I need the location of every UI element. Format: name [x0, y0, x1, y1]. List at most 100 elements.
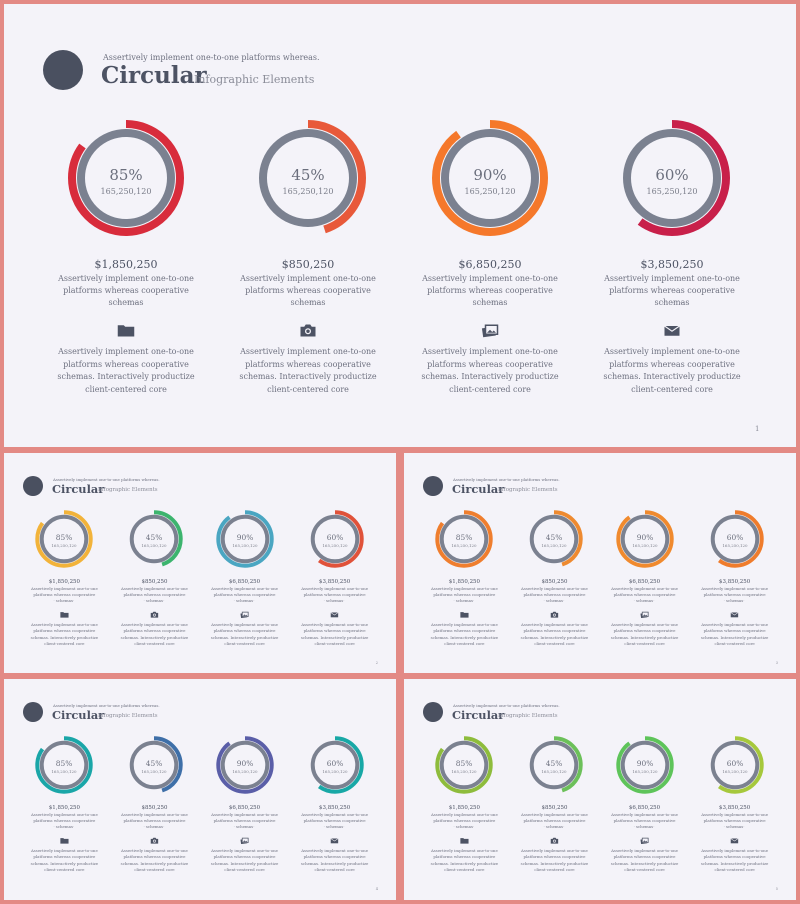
price-description: Assertively implement one-to-one platfor… [30, 812, 98, 830]
folder-icon [60, 611, 69, 618]
page-number: 4 [375, 887, 378, 892]
price-value: $1,850,250 [48, 804, 80, 811]
price-description: Assertively implement one-to-one platfor… [611, 812, 678, 830]
progress-ring: 90% 165,250,120 [214, 508, 276, 570]
progress-ring: 45% 165,250,120 [246, 116, 370, 240]
price-value: $850,250 [141, 578, 168, 585]
ring-track [40, 740, 89, 790]
ring-number: 165,250,120 [632, 769, 658, 774]
ring-track [220, 740, 269, 790]
page-number: 1 [755, 425, 760, 433]
ring-track [623, 129, 721, 227]
envelope-icon [730, 611, 739, 618]
ring-track [620, 740, 669, 790]
progress-ring-svg: 45%165,250,120 [525, 510, 584, 568]
progress-arc [305, 510, 364, 568]
body-text: Assertively implement one-to-one platfor… [30, 622, 99, 646]
price-description: Assertively implement one-to-one platfor… [701, 812, 769, 830]
ring-track [310, 514, 359, 564]
page-title: Circular [101, 62, 207, 89]
body-text: Assertively implement one-to-one platfor… [30, 848, 99, 872]
camera-icon [150, 611, 159, 618]
folder-icon [60, 837, 69, 844]
camera-icon [550, 611, 559, 618]
progress-ring-svg: 45%165,250,120 [250, 120, 366, 236]
progress-ring-svg: 60%165,250,120 [705, 510, 764, 568]
folder-icon [460, 611, 469, 618]
body-text: Assertively implement one-to-one platfor… [120, 848, 189, 872]
divider-dashes: ---------- [633, 599, 656, 603]
progress-ring: 45% 165,250,120 [523, 508, 585, 570]
progress-ring: 45% 165,250,120 [123, 508, 185, 570]
price-description: Assertively implement one-to-one platfor… [430, 586, 498, 604]
ring-number: 165,250,120 [452, 543, 478, 548]
page-title: Circular [52, 481, 105, 496]
percent-label: 45% [146, 759, 162, 768]
folder-icon [117, 323, 135, 338]
page-subtitle: Infographic Elements [194, 73, 315, 86]
logo-circle [423, 475, 444, 496]
divider-dashes: ---------- [633, 825, 656, 829]
ring-number: 165,250,120 [722, 543, 748, 548]
progress-ring: 45% 165,250,120 [523, 734, 585, 796]
divider-dashes: ---------- [723, 599, 746, 603]
page-subtitle: Infographic Elements [498, 487, 558, 494]
progress-ring: 90% 165,250,120 [614, 508, 676, 570]
ring-track [310, 740, 359, 790]
page-number: 2 [375, 661, 378, 666]
page-subtitle: Infographic Elements [498, 713, 558, 720]
divider-dashes: ---------- [473, 299, 507, 307]
progress-ring-svg: 90%165,250,120 [215, 736, 274, 794]
folder-icon [460, 837, 469, 844]
price-value: $3,850,250 [719, 804, 751, 811]
price-value: $850,250 [281, 258, 335, 271]
percent-label: 90% [636, 759, 652, 768]
body-text: Assertively implement one-to-one platfor… [520, 848, 589, 872]
slide-5[interactable]: Assertively implement one-to-one platfor… [404, 679, 796, 900]
ring-number: 165,250,120 [232, 543, 258, 548]
ring-track [530, 740, 579, 790]
tagline: Assertively implement one-to-one platfor… [53, 477, 160, 483]
slide-2[interactable]: Assertively implement one-to-one platfor… [4, 453, 396, 673]
divider-dashes: ---------- [233, 825, 256, 829]
progress-arc [435, 510, 494, 568]
price-description: Assertively implement one-to-one platfor… [701, 586, 769, 604]
price-description: Assertively implement one-to-one platfor… [211, 812, 278, 830]
price-value: $1,850,250 [448, 578, 480, 585]
ring-number: 165,250,120 [465, 187, 516, 196]
percent-label: 85% [109, 166, 142, 184]
pictures-icon [240, 837, 249, 844]
body-text: Assertively implement one-to-one platfor… [430, 622, 499, 646]
price-description: Assertively implement one-to-one platfor… [521, 586, 588, 604]
ring-number: 165,250,120 [632, 543, 658, 548]
price-value: $1,850,250 [48, 578, 80, 585]
body-text: Assertively implement one-to-one platfor… [210, 848, 279, 872]
pictures-icon [481, 323, 499, 338]
divider-dashes: ---------- [453, 599, 476, 603]
price-value: $3,850,250 [319, 804, 351, 811]
progress-ring: 90% 165,250,120 [214, 734, 276, 796]
price-value: $6,850,250 [228, 578, 261, 585]
ring-number: 165,250,120 [542, 769, 568, 774]
slide-3[interactable]: Assertively implement one-to-one platfor… [404, 453, 796, 673]
page-title: Circular [452, 707, 505, 722]
progress-arc [250, 120, 366, 236]
progress-ring-svg: 60%165,250,120 [305, 510, 364, 568]
progress-arc [35, 736, 94, 794]
percent-label: 60% [326, 533, 342, 542]
divider-dashes: ---------- [233, 599, 256, 603]
progress-ring-svg: 45%165,250,120 [125, 736, 184, 794]
progress-ring: 90% 165,250,120 [428, 116, 552, 240]
envelope-icon [330, 837, 339, 844]
progress-arc [614, 120, 730, 236]
divider-dashes: ---------- [543, 825, 566, 829]
ring-track [259, 129, 357, 227]
slide-1[interactable]: Assertively implement one-to-one platfor… [4, 4, 796, 447]
slide-4[interactable]: Assertively implement one-to-one platfor… [4, 679, 396, 900]
logo-circle [43, 50, 83, 90]
ring-track [620, 514, 669, 564]
price-description: Assertively implement one-to-one platfor… [121, 586, 188, 604]
price-value: $6,850,250 [458, 258, 522, 271]
percent-label: 45% [146, 533, 162, 542]
percent-label: 90% [236, 759, 252, 768]
